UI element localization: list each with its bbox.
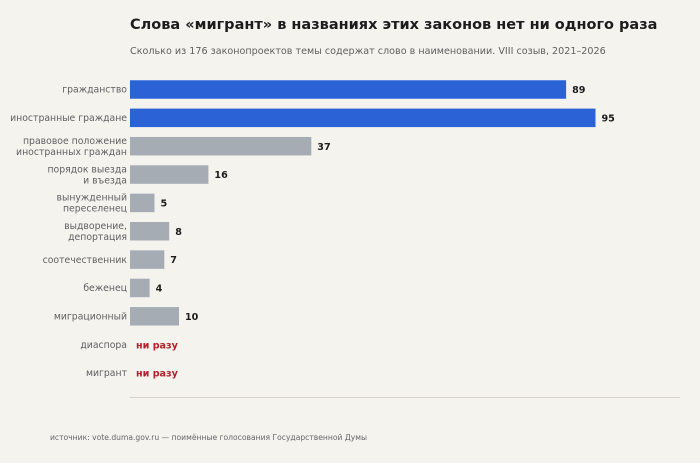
value-label: 5 <box>161 199 168 210</box>
chart-title: Слова «мигрант» в названиях этих законов… <box>130 17 658 33</box>
category-label: правовое положение <box>23 136 127 147</box>
category-label: иностранных граждан <box>16 147 127 158</box>
chart-subtitle: Сколько из 176 законопроектов темы содер… <box>130 46 606 57</box>
bar <box>130 193 155 213</box>
category-label: мигрант <box>86 368 128 379</box>
category-label: соотечественник <box>43 255 128 266</box>
value-label: 4 <box>156 284 163 295</box>
zero-value-label: ни разу <box>136 340 179 351</box>
category-label: вынужденный <box>57 193 127 204</box>
value-label: 7 <box>170 255 177 266</box>
bar <box>130 250 165 269</box>
value-label: 8 <box>175 227 182 238</box>
value-label: 16 <box>214 170 228 181</box>
category-label: порядок выезда <box>47 164 127 175</box>
bar <box>130 165 209 184</box>
source-note: источник: vote.duma.gov.ru — поимённые г… <box>50 433 367 442</box>
category-label: миграционный <box>54 312 127 323</box>
bar <box>130 307 179 326</box>
category-label: и въезда <box>83 175 127 186</box>
zero-value-label: ни разу <box>136 369 179 380</box>
value-label: 95 <box>602 113 615 124</box>
value-label: 89 <box>572 85 586 96</box>
category-label: депортация <box>68 232 127 243</box>
value-label: 37 <box>317 142 330 153</box>
category-label: гражданство <box>62 85 127 96</box>
bar <box>130 136 312 156</box>
bar <box>130 80 567 99</box>
bar <box>130 278 150 298</box>
category-label: диаспора <box>80 340 127 351</box>
category-label: выдворение, <box>64 221 127 232</box>
category-label: беженец <box>83 283 127 294</box>
bar <box>130 222 170 241</box>
bar <box>130 108 596 128</box>
value-label: 10 <box>185 312 199 323</box>
category-label: иностранные граждане <box>10 113 127 124</box>
category-label: переселенец <box>63 204 127 215</box>
